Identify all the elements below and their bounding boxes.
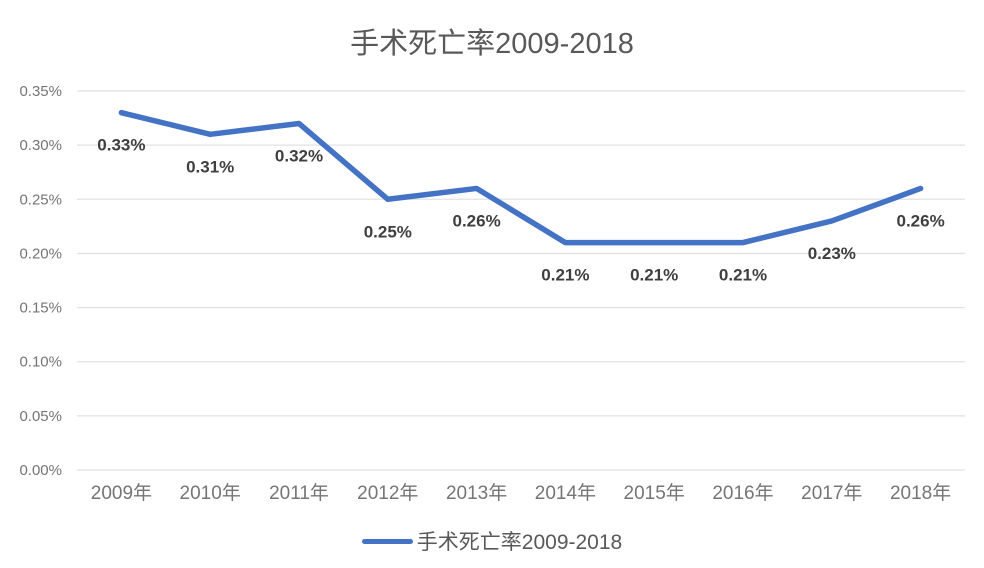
legend-line-icon: [361, 538, 413, 544]
data-label: 0.21%: [719, 266, 767, 285]
series-line: [118, 109, 924, 246]
y-axis-tick-label: 0.00%: [19, 462, 62, 479]
y-axis-tick-label: 0.30%: [19, 137, 62, 154]
x-axis-tick-label: 2018年: [890, 482, 951, 504]
y-axis-tick-label: 0.05%: [19, 408, 62, 425]
x-axis-tick-label: 2010年: [180, 482, 241, 504]
x-axis-tick-label: 2012年: [357, 482, 418, 504]
data-label: 0.33%: [97, 136, 145, 155]
x-axis-tick-label: 2015年: [624, 482, 685, 504]
y-axis-tick-label: 0.15%: [19, 300, 62, 317]
legend: 手术死亡率2009-2018: [0, 526, 984, 556]
x-axis-tick-label: 2013年: [446, 482, 507, 504]
y-axis-tick-label: 0.20%: [19, 245, 62, 262]
x-axis-tick-label: 2014年: [535, 482, 596, 504]
x-axis-tick-label: 2009年: [91, 482, 152, 504]
data-label: 0.25%: [364, 222, 412, 241]
y-axis-tick-label: 0.10%: [19, 354, 62, 371]
x-axis-tick-label: 2017年: [801, 482, 862, 504]
data-label: 0.32%: [275, 146, 323, 165]
y-axis-tick-label: 0.25%: [19, 191, 62, 208]
data-label: 0.26%: [452, 211, 500, 230]
x-axis-tick-label: 2011年: [269, 482, 329, 504]
data-label: 0.23%: [808, 244, 856, 263]
data-label: 0.26%: [896, 211, 944, 230]
data-label: 0.21%: [541, 266, 589, 285]
data-label: 0.31%: [186, 157, 234, 176]
chart-title: 手术死亡率2009-2018: [350, 28, 634, 60]
x-axis-tick-label: 2016年: [712, 482, 773, 504]
legend-label: 手术死亡率2009-2018: [416, 531, 623, 554]
data-label: 0.21%: [630, 266, 678, 285]
y-axis-tick-label: 0.35%: [19, 83, 62, 100]
